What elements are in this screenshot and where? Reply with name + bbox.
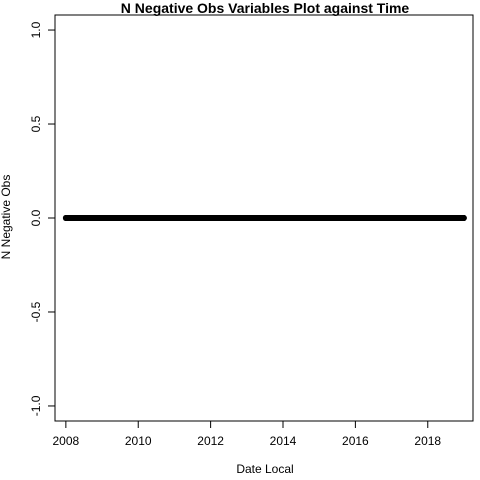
x-tick-label: 2012	[197, 434, 224, 448]
x-tick-label: 2008	[53, 434, 80, 448]
y-tick-label: -0.5	[29, 301, 43, 322]
y-tick-label: 0.5	[29, 115, 43, 132]
y-tick-label: -1.0	[29, 395, 43, 416]
y-tick-label: 1.0	[29, 21, 43, 38]
y-axis-label: N Negative Obs	[0, 175, 13, 260]
y-axis: -1.0 -0.5 0.0 0.5 1.0	[29, 21, 56, 416]
data-point	[460, 215, 467, 221]
x-axis-label: Date Local	[236, 462, 293, 476]
x-tick-label: 2018	[414, 434, 441, 448]
chart-title: N Negative Obs Variables Plot against Ti…	[121, 0, 410, 16]
y-tick-label: 0.0	[29, 209, 43, 226]
x-tick-label: 2010	[125, 434, 152, 448]
x-axis: 2008 2010 2012 2014 2016 2018	[53, 420, 441, 448]
x-tick-label: 2016	[342, 434, 369, 448]
data-points	[62, 215, 467, 221]
x-tick-label: 2014	[270, 434, 297, 448]
